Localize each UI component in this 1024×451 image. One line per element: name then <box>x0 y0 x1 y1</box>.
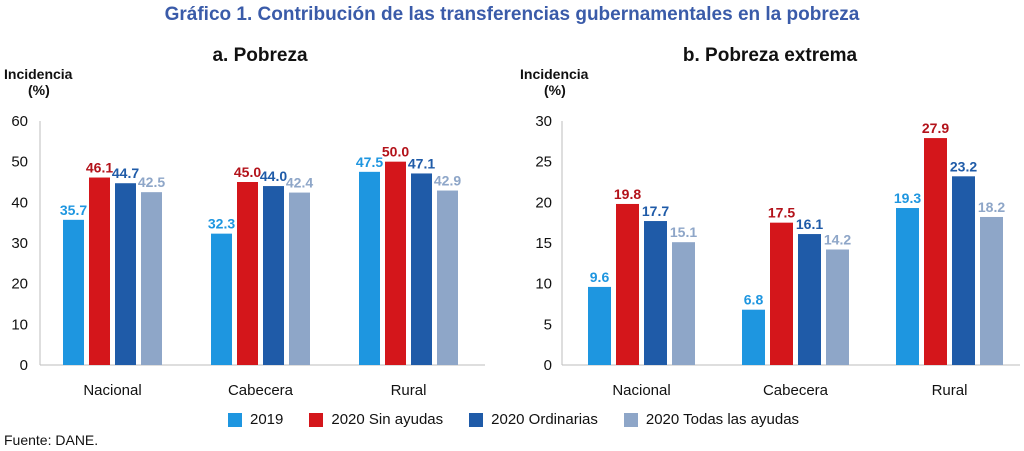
panel-1-bar-0-1 <box>742 309 765 365</box>
panel-1-ytick-3: 15 <box>535 235 552 252</box>
panel-0-category-2: Rural <box>391 382 427 399</box>
panel-a-title: a. Pobreza <box>212 45 308 66</box>
panel-0-bar-1-1 <box>237 182 258 365</box>
panel-0-data-label-1-1: 45.0 <box>234 164 261 180</box>
panel-1-data-label-3-0: 15.1 <box>670 224 697 240</box>
panel-0-bar-2-2 <box>411 173 432 365</box>
panel-1-data-label-2-1: 16.1 <box>796 216 823 232</box>
panel-a-ylabel: Incidencia (%) <box>4 66 72 98</box>
legend-label-2020-todas-las-ayudas: 2020 Todas las ayudas <box>645 411 800 428</box>
panel-0-data-label-3-0: 42.5 <box>138 174 165 190</box>
panel-1-data-label-1-2: 27.9 <box>922 120 949 136</box>
legend-item-2020-sin-ayudas: 2020 Sin ayudas <box>309 411 443 428</box>
chart-main-title: Gráfico 1. Contribución de las transfere… <box>164 4 860 25</box>
panel-0-data-label-2-2: 47.1 <box>408 155 435 171</box>
panel-1-ytick-1: 5 <box>544 316 552 333</box>
panel-1-ytick-2: 10 <box>535 276 552 293</box>
panel-1-data-label-3-2: 18.2 <box>978 199 1005 215</box>
panel-0-ytick-1: 10 <box>11 316 28 333</box>
panel-a-ylabel-line2: (%) <box>28 82 50 98</box>
panel-0-data-label-3-2: 42.9 <box>434 173 461 189</box>
panel-a-ylabel-line1: Incidencia <box>4 66 73 82</box>
legend-swatch-2020-ordinarias <box>469 412 484 427</box>
panel-b-ylabel: Incidencia (%) <box>520 66 588 98</box>
legend-swatch-2019 <box>228 412 242 427</box>
panel-1-bar-2-2 <box>952 176 975 365</box>
panel-b-ylabel-line1: Incidencia <box>520 66 589 82</box>
panel-1-ytick-0: 0 <box>544 357 552 374</box>
panel-1-data-label-0-1: 6.8 <box>744 292 764 308</box>
panel-0-bar-1-0 <box>89 177 110 365</box>
panel-1-bar-1-2 <box>924 138 947 365</box>
panel-0-data-label-1-2: 50.0 <box>382 144 409 160</box>
panel-0-bar-0-1 <box>211 233 232 365</box>
panel-0-category-0: Nacional <box>83 382 141 399</box>
panel-0-bar-2-0 <box>115 183 136 365</box>
panel-0-ytick-5: 50 <box>11 154 28 171</box>
legend-item-2019: 2019 <box>228 411 283 428</box>
panel-1-bar-3-2 <box>980 216 1003 365</box>
panel-0-data-label-2-1: 44.0 <box>260 168 287 184</box>
legend-swatch-2020-sin-ayudas <box>309 412 324 427</box>
panel-0-ytick-0: 0 <box>20 357 28 374</box>
panel-1-data-label-1-1: 17.5 <box>768 205 795 221</box>
panel-1-ytick-4: 20 <box>535 194 552 211</box>
panel-0-data-label-0-2: 47.5 <box>356 154 383 170</box>
source-note: Fuente: DANE. <box>4 432 99 448</box>
panel-0-data-label-0-0: 35.7 <box>60 202 87 218</box>
legend-label-2019: 2019 <box>250 411 284 428</box>
panel-0-bar-0-2 <box>359 171 380 365</box>
panel-1-bar-3-1 <box>826 249 849 365</box>
panel-1-bar-0-2 <box>896 208 919 365</box>
panel-0-bar-3-0 <box>141 192 162 365</box>
panel-1-bar-2-0 <box>644 221 667 365</box>
legend-item-2020-ordinarias: 2020 Ordinarias <box>469 411 598 428</box>
legend-label-2020-sin-ayudas: 2020 Sin ayudas <box>331 411 444 428</box>
panel-1-bar-1-0 <box>616 203 639 365</box>
panel-0-data-label-3-1: 42.4 <box>286 175 313 191</box>
panel-1-data-label-3-1: 14.2 <box>824 232 851 248</box>
panel-1-data-label-0-0: 9.6 <box>590 269 610 285</box>
panel-1-bar-1-1 <box>770 222 793 365</box>
legend-swatch-2020-todas-las-ayudas <box>623 412 638 427</box>
panel-0-data-label-0-1: 32.3 <box>208 216 235 232</box>
panel-1-category-1: Cabecera <box>763 382 829 399</box>
panel-1-bar-0-0 <box>588 286 611 365</box>
panel-0-bar-0-0 <box>63 219 84 365</box>
panel-0-data-label-2-0: 44.7 <box>112 165 139 181</box>
panel-b-ylabel-line2: (%) <box>544 82 566 98</box>
panel-1-category-2: Rural <box>932 382 968 399</box>
panel-1-ytick-6: 30 <box>535 113 552 130</box>
panel-1-data-label-0-2: 19.3 <box>894 190 921 206</box>
panel-0-bar-1-2 <box>385 161 406 365</box>
panel-1-data-label-2-0: 17.7 <box>642 203 669 219</box>
panel-1-bar-3-0 <box>672 242 695 365</box>
legend: 2019 2020 Sin ayudas 2020 Ordinarias 202… <box>228 411 825 428</box>
panel-0-category-1: Cabecera <box>228 382 294 399</box>
legend-label-2020-ordinarias: 2020 Ordinarias <box>491 411 598 428</box>
panel-b-title: b. Pobreza extrema <box>682 45 858 66</box>
legend-item-2020-todas-las-ayudas: 2020 Todas las ayudas <box>623 411 800 428</box>
panel-0-bar-3-1 <box>289 192 310 365</box>
panel-0-bar-3-2 <box>437 190 458 365</box>
panel-1-category-0: Nacional <box>612 382 670 399</box>
panel-0-bar-2-1 <box>263 186 284 365</box>
panel-0-ytick-6: 60 <box>11 113 28 130</box>
panel-1-data-label-2-2: 23.2 <box>950 158 977 174</box>
panel-1-ytick-5: 25 <box>535 154 552 171</box>
panel-1-data-label-1-0: 19.8 <box>614 186 641 202</box>
panel-0-ytick-4: 40 <box>11 194 28 211</box>
panel-1-bar-2-1 <box>798 234 821 365</box>
panel-0-ytick-2: 20 <box>11 276 28 293</box>
panel-0-data-label-1-0: 46.1 <box>86 160 113 176</box>
panel-0-ytick-3: 30 <box>11 235 28 252</box>
